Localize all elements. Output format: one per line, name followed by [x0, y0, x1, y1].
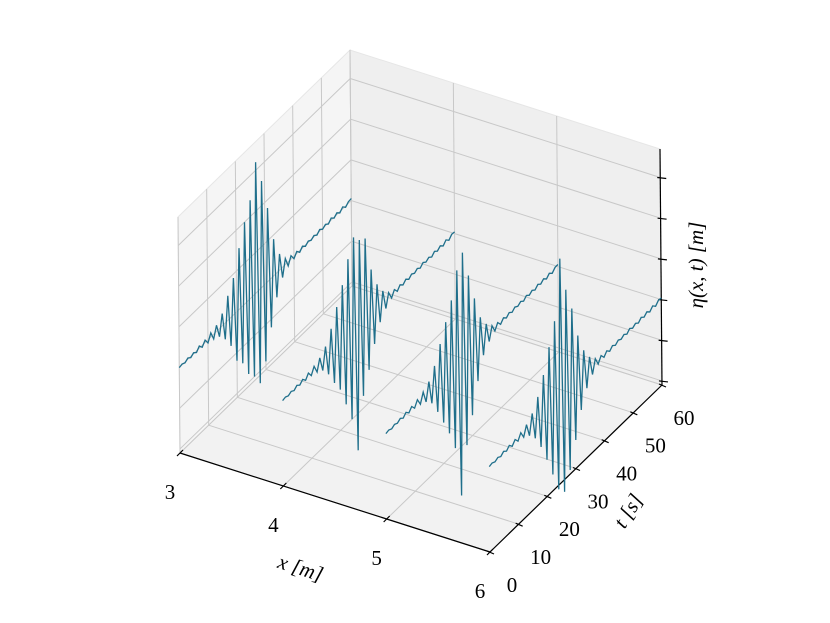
- y-tick-label: 20: [559, 517, 580, 541]
- grid-line: [351, 240, 662, 341]
- z-tick: [657, 217, 667, 220]
- grid-line: [178, 118, 351, 287]
- y-tick-label: 50: [645, 434, 666, 458]
- y-axis-label: t [s]: [609, 489, 648, 532]
- grid-line: [179, 281, 353, 450]
- x-tick-label: 3: [165, 480, 176, 504]
- z-tick: [657, 258, 667, 261]
- series-line: [178, 162, 352, 384]
- grid-line: [556, 115, 560, 353]
- grid-line: [237, 396, 548, 497]
- x-axis-label: x [m]: [274, 549, 326, 586]
- grid-line: [177, 216, 181, 454]
- y-tick-label: 10: [530, 545, 551, 569]
- x-tick: [383, 515, 391, 523]
- grid-line: [178, 159, 352, 328]
- y-tick: [486, 550, 495, 555]
- y-tick: [658, 383, 667, 388]
- z-tick: [658, 339, 668, 342]
- x-tick: [279, 482, 287, 490]
- grid-line: [351, 285, 663, 386]
- grid-line: [177, 78, 351, 246]
- grid-line: [350, 159, 662, 260]
- grid-line: [350, 78, 661, 178]
- grid-line: [206, 189, 210, 426]
- grid-line: [349, 49, 353, 287]
- grid-line: [320, 77, 324, 314]
- z-axis-line: [659, 148, 663, 386]
- grid-line: [292, 105, 296, 342]
- y-tick-label: 0: [507, 573, 518, 597]
- x-tick: [176, 449, 184, 457]
- x-tick-label: 4: [268, 513, 279, 537]
- x-axis-line: [179, 452, 491, 553]
- x-tick-label: 5: [371, 546, 382, 570]
- series-line: [282, 231, 456, 451]
- z-tick: [657, 176, 667, 180]
- series-line: [385, 252, 559, 496]
- y-tick: [515, 522, 523, 527]
- y-tick: [630, 411, 638, 416]
- y-tick-label: 40: [616, 461, 637, 485]
- y-tick: [601, 439, 609, 444]
- x-tick-label: 6: [475, 579, 486, 603]
- series-line: [488, 258, 662, 492]
- z-tick: [658, 380, 669, 383]
- y-tick-label: 30: [588, 489, 609, 513]
- grid-line: [452, 82, 456, 320]
- grid-line: [208, 424, 519, 525]
- y-tick: [572, 466, 581, 472]
- grid-line: [350, 118, 661, 219]
- y-tick-label: 60: [674, 406, 695, 430]
- grid-line: [265, 369, 577, 469]
- z-axis-label: η(x, t) [m]: [684, 222, 708, 309]
- y-tick: [544, 494, 552, 499]
- grid-line: [351, 281, 663, 382]
- grid-line: [351, 200, 662, 301]
